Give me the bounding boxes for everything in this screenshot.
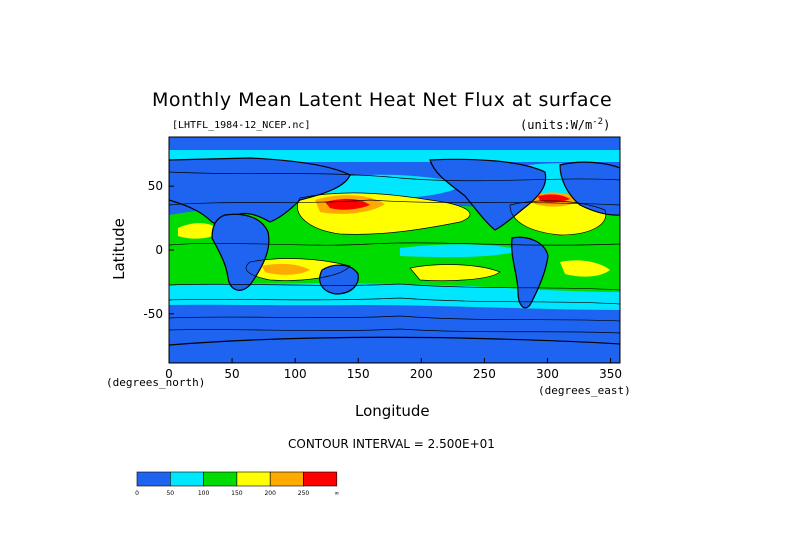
units-suffix: ) (603, 118, 611, 132)
contour-lines (169, 171, 620, 334)
colorbar-bin-0 (136, 471, 171, 487)
samerica-landmass (511, 236, 549, 309)
colorbar-label-1: 50 (166, 490, 174, 497)
south-cyan (169, 283, 620, 310)
x-unit-label: (degrees_east) (538, 384, 631, 397)
y-axis-label: Latitude (109, 218, 128, 280)
x-tick-label-2: 100 (284, 367, 307, 381)
namerica-landmass (429, 158, 547, 231)
colorbar-label-5: 250 (298, 490, 310, 497)
y-unit-label: (degrees_north) (106, 376, 206, 389)
colorbar-bin-5 (303, 471, 338, 487)
axis-ticks: 0 50 100 150 200 250 300 350 50 0 -50 (143, 179, 622, 381)
asia-landmass (169, 157, 351, 226)
gulfstream-red (538, 194, 570, 203)
sh-yellow-pac (410, 264, 500, 281)
sh-yellow-atl (560, 260, 610, 277)
colorbar: 0 50 100 150 200 250 ∞ (135, 471, 339, 497)
colorbar-bin-3 (236, 471, 271, 487)
x-tick-label-0: 0 (165, 367, 173, 381)
colorbar-label-0: 0 (135, 490, 139, 497)
x-tick-label-5: 250 (473, 367, 496, 381)
eq-cyan (400, 244, 520, 258)
x-axis-label: Longitude (355, 402, 430, 420)
europe-landmass (559, 161, 620, 216)
arctic-band (169, 150, 620, 162)
nh-yellow-atl (510, 200, 606, 235)
yellow-west (178, 223, 220, 239)
y-tick-label-0: 50 (148, 179, 163, 193)
colorbar-bin-2 (203, 471, 238, 487)
chart-title: Monthly Mean Latent Heat Net Flux at sur… (152, 89, 613, 111)
y-tick-label-1: 0 (155, 243, 163, 257)
africa-landmass (211, 213, 270, 291)
units-sup: -2 (592, 117, 604, 127)
y-tick-label-2: -50 (143, 307, 163, 321)
contour-interval-text: CONTOUR INTERVAL = 2.500E+01 (288, 437, 495, 451)
colorbar-label-6: ∞ (334, 490, 339, 497)
landmasses (169, 157, 620, 363)
x-tick-label-7: 350 (599, 367, 622, 381)
units-label: (units:W/m-2) (520, 117, 610, 132)
units-prefix: (units:W/m (520, 118, 593, 132)
colorbar-label-3: 150 (231, 490, 243, 497)
x-tick-label-6: 300 (536, 367, 559, 381)
heatmap-field (169, 137, 620, 363)
x-tick-label-3: 150 (347, 367, 370, 381)
colorbar-label-2: 100 (198, 490, 210, 497)
colorbar-label-4: 200 (264, 490, 276, 497)
australia-landmass (319, 264, 359, 295)
colorbar-bin-1 (170, 471, 204, 487)
file-label: [LHTFL_1984-12_NCEP.nc] (172, 120, 311, 131)
io-orange (262, 263, 310, 275)
antarctica-landmass (169, 336, 620, 363)
x-tick-label-4: 200 (410, 367, 433, 381)
x-tick-label-1: 50 (224, 367, 239, 381)
colorbar-bin-4 (269, 471, 304, 487)
